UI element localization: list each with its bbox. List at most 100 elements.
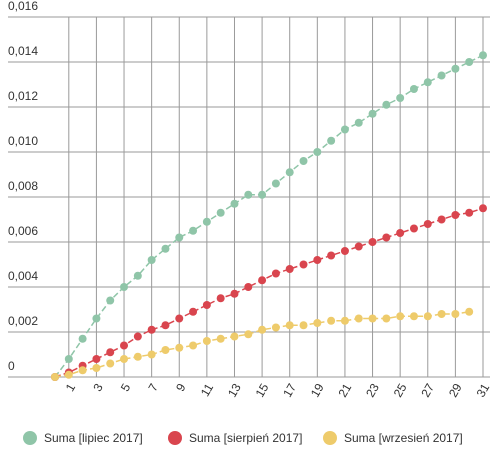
- data-point: [479, 51, 487, 60]
- x-tick-label: 7: [146, 381, 162, 394]
- data-point: [354, 314, 363, 323]
- data-point: [244, 283, 253, 291]
- x-tick-label: 5: [118, 381, 134, 394]
- data-point: [327, 251, 336, 260]
- data-point: [299, 157, 308, 165]
- series-line: [54, 207, 484, 378]
- x-tick-label: 13: [225, 381, 244, 400]
- data-point: [202, 301, 211, 309]
- data-point: [230, 289, 239, 298]
- data-point: [64, 370, 73, 379]
- data-point: [479, 204, 487, 213]
- x-tick-label: 25: [391, 381, 410, 400]
- x-tick-label: 23: [363, 381, 382, 400]
- data-point: [423, 312, 432, 321]
- data-point: [175, 314, 184, 323]
- y-tick-label: 0,008: [8, 179, 38, 193]
- data-point: [285, 265, 294, 273]
- data-point: [465, 307, 474, 316]
- data-point: [285, 321, 294, 330]
- data-point: [437, 310, 446, 318]
- data-point: [175, 233, 184, 242]
- x-tick-label: 27: [418, 381, 437, 400]
- y-tick-label: 0,006: [8, 224, 38, 238]
- legend-marker: [168, 431, 182, 445]
- x-tick-label: 1: [63, 381, 79, 394]
- data-point: [396, 229, 405, 237]
- data-point: [409, 224, 418, 233]
- y-tick-label: 0: [8, 359, 15, 373]
- data-point: [120, 283, 129, 291]
- data-point: [327, 136, 336, 145]
- data-point: [78, 366, 87, 375]
- data-point: [271, 323, 280, 332]
- data-point: [396, 312, 405, 321]
- data-point: [106, 359, 115, 368]
- data-point: [382, 100, 391, 109]
- data-point: [382, 314, 391, 323]
- data-point: [465, 208, 474, 217]
- data-point: [244, 190, 253, 199]
- data-point: [451, 211, 460, 219]
- x-tick-label: 19: [308, 381, 327, 400]
- data-point: [133, 332, 142, 341]
- data-point: [437, 215, 446, 224]
- x-tick-label: 17: [280, 381, 299, 400]
- data-point: [451, 310, 460, 318]
- data-point: [202, 217, 211, 226]
- data-point: [258, 325, 267, 334]
- x-tick-label: 15: [253, 381, 272, 400]
- data-point: [313, 256, 322, 264]
- data-point: [313, 148, 322, 156]
- data-point: [161, 321, 170, 330]
- data-point: [216, 334, 225, 343]
- data-point: [340, 247, 349, 255]
- legend-label: Suma [lipiec 2017]: [44, 431, 143, 445]
- data-point: [147, 325, 156, 334]
- data-point: [92, 314, 101, 323]
- data-point: [327, 316, 336, 325]
- data-point: [189, 341, 198, 350]
- data-point: [147, 350, 156, 359]
- data-point: [409, 312, 418, 321]
- data-point: [368, 109, 377, 118]
- y-tick-label: 0,012: [8, 89, 38, 103]
- data-point: [64, 355, 73, 363]
- data-point: [230, 199, 239, 208]
- data-point: [258, 276, 267, 285]
- data-point: [161, 244, 170, 253]
- y-tick-label: 0,014: [8, 44, 38, 58]
- data-point: [313, 319, 322, 327]
- series-line: [54, 54, 484, 378]
- x-tick-label: 11: [198, 381, 217, 399]
- data-point: [271, 269, 280, 278]
- data-point: [258, 190, 267, 199]
- data-point: [354, 242, 363, 251]
- data-point: [161, 346, 170, 354]
- data-point: [244, 330, 253, 339]
- data-point: [106, 348, 115, 357]
- data-point: [120, 341, 129, 350]
- y-tick-label: 0,004: [8, 269, 38, 283]
- data-point: [230, 332, 239, 341]
- data-point: [147, 256, 156, 264]
- data-point: [106, 296, 115, 305]
- legend-label: Suma [sierpień 2017]: [189, 431, 302, 445]
- data-point: [299, 260, 308, 269]
- data-point: [409, 85, 418, 93]
- data-point: [340, 316, 349, 325]
- x-tick-label: 31: [474, 381, 493, 400]
- y-tick-label: 0,010: [8, 134, 38, 148]
- data-point: [216, 294, 225, 303]
- data-point: [368, 314, 377, 323]
- data-point: [202, 337, 211, 345]
- legend-marker: [23, 431, 37, 445]
- data-point: [396, 94, 405, 102]
- data-point: [133, 271, 142, 280]
- data-point: [368, 238, 377, 246]
- data-point: [51, 373, 59, 381]
- data-point: [340, 125, 349, 134]
- x-tick-label: 9: [173, 381, 189, 394]
- x-tick-label: 29: [446, 381, 465, 400]
- data-point: [133, 352, 142, 361]
